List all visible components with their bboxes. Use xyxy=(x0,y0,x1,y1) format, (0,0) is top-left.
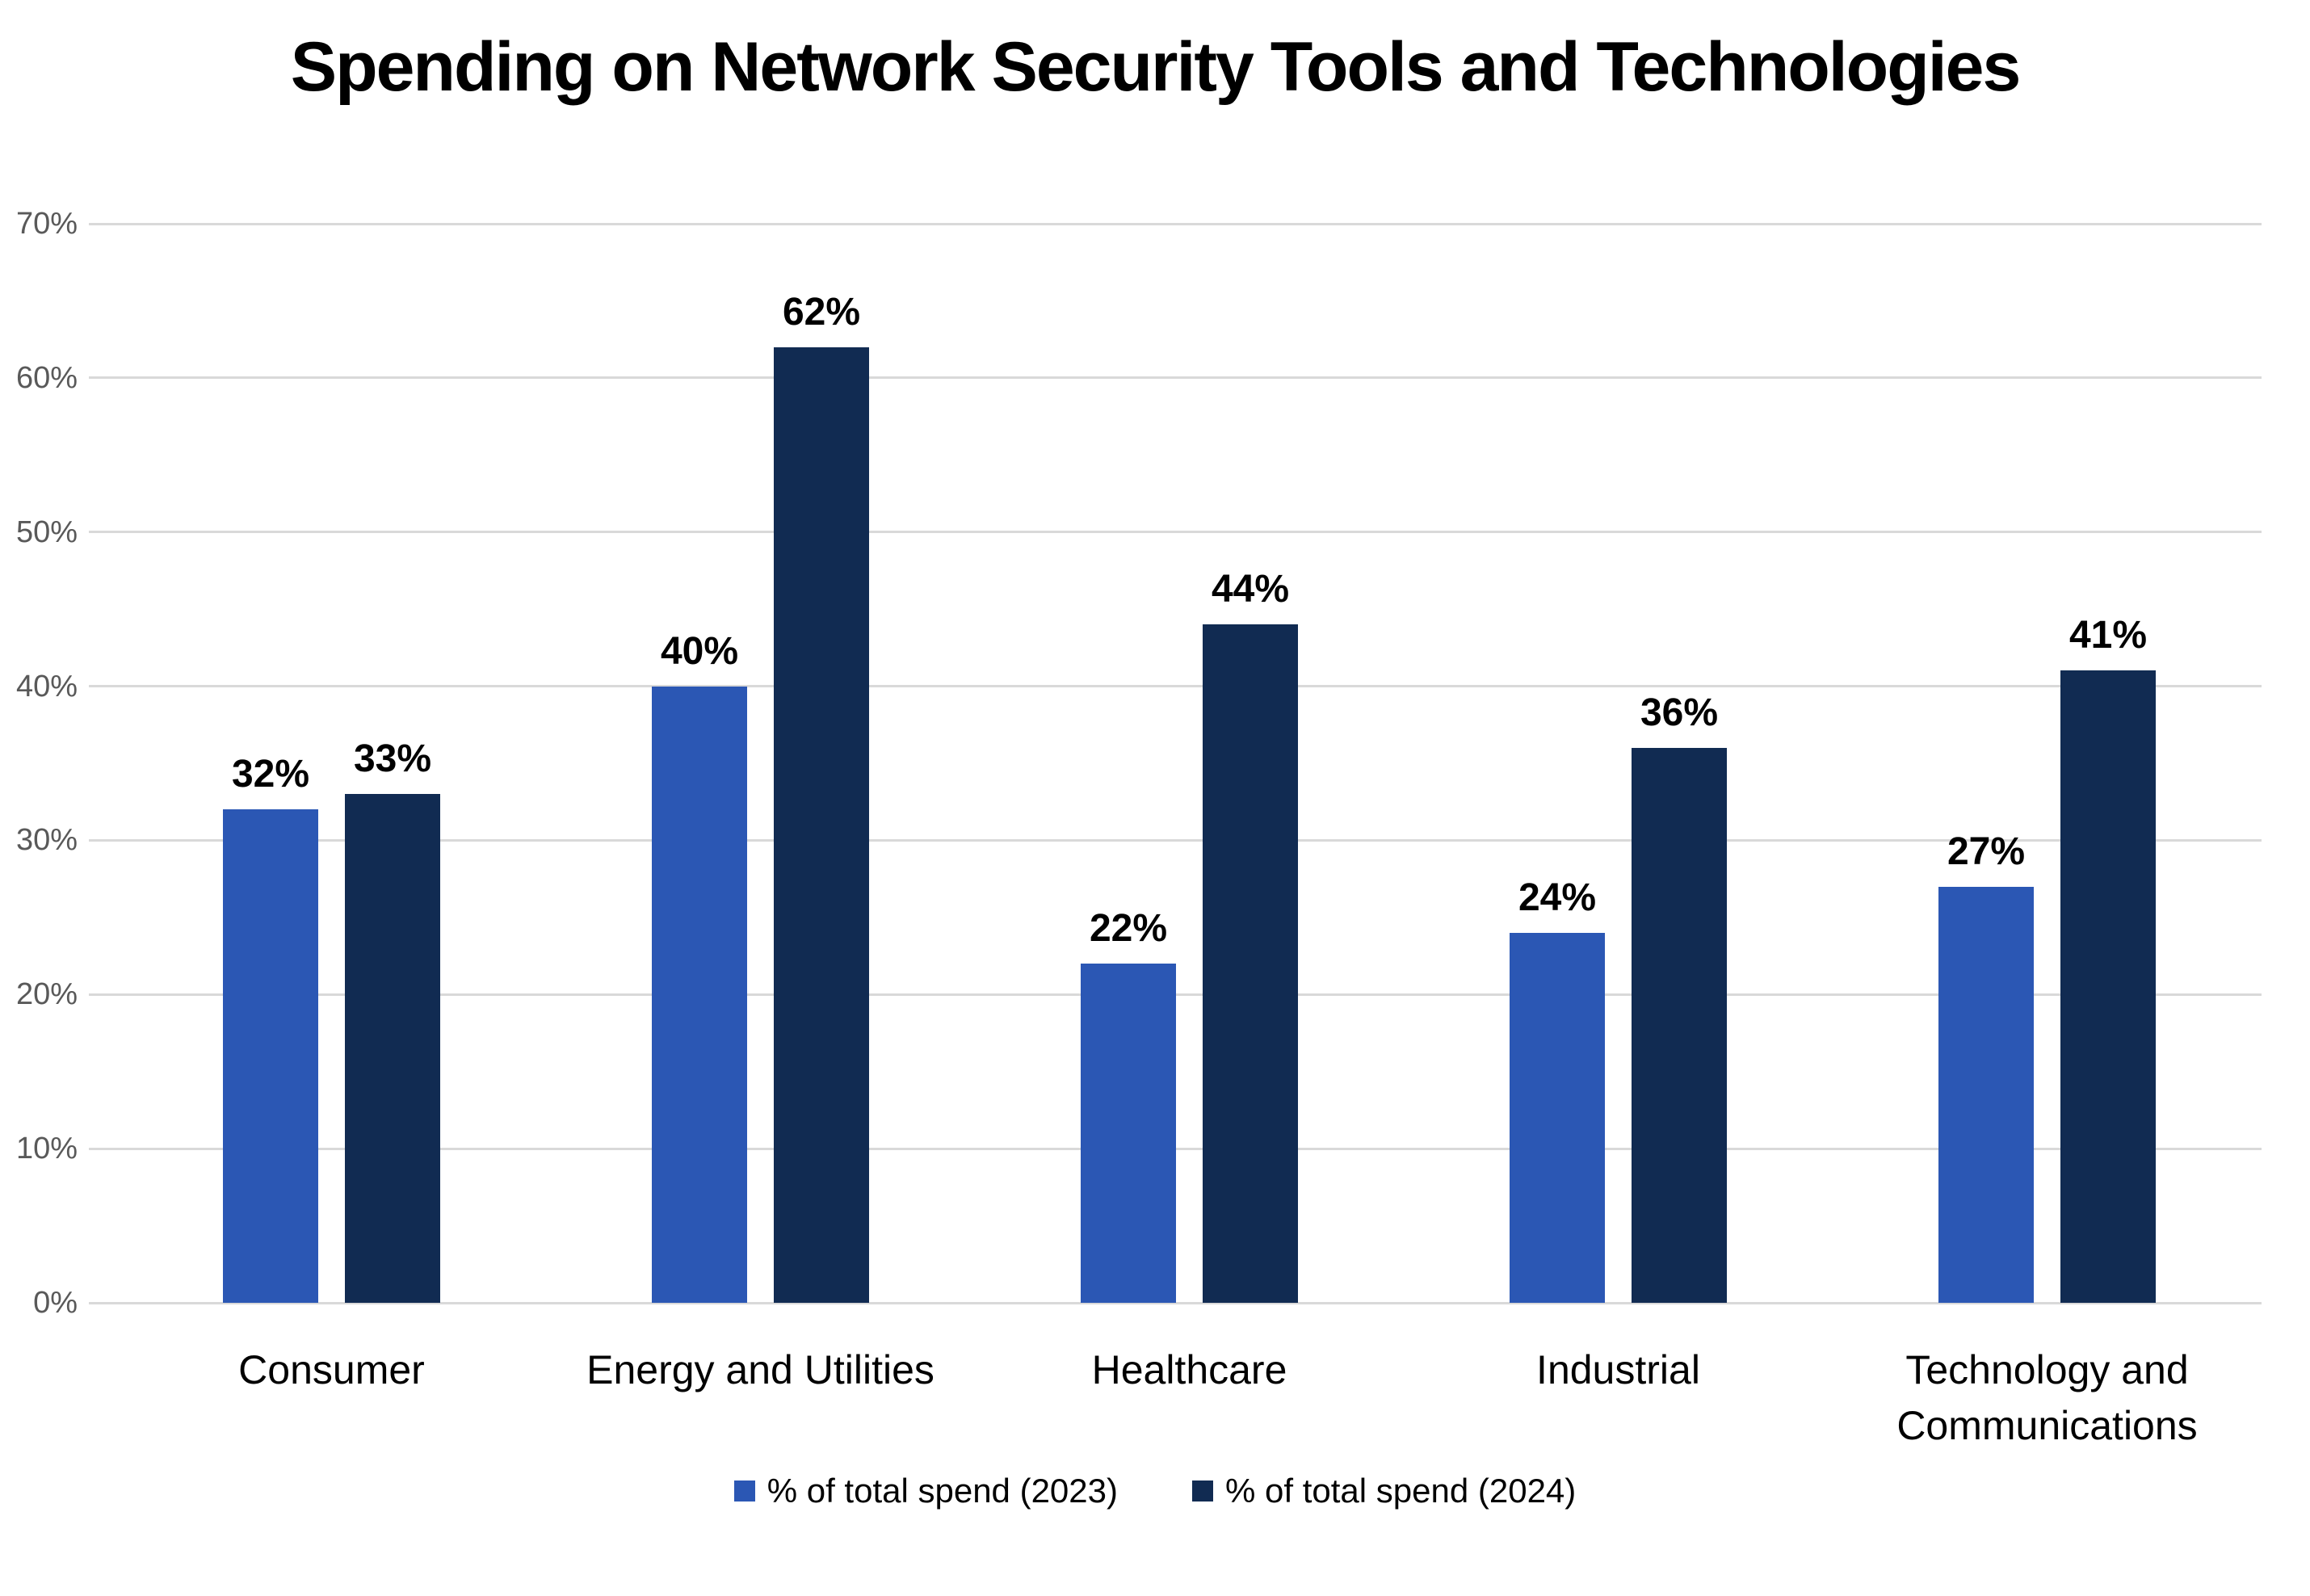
gridline xyxy=(89,376,2262,380)
x-axis-category-label-industrial: Industrial xyxy=(1536,1347,1700,1392)
legend-item-2023: % of total spend (2023) xyxy=(733,1472,1118,1510)
x-axis-category-label-healthcare: Healthcare xyxy=(1091,1347,1287,1392)
y-axis-tick-label: 10% xyxy=(15,1132,78,1166)
y-axis-tick-label: 30% xyxy=(15,823,78,858)
bar-2023-technology-and-communications xyxy=(1938,886,2034,1303)
gridline xyxy=(89,222,2262,225)
y-axis-tick-label: 40% xyxy=(15,669,78,704)
bar-value-label: 41% xyxy=(2068,614,2148,657)
bar-2024-industrial xyxy=(1632,747,1727,1303)
bar-2024-technology-and-communications xyxy=(2060,670,2156,1303)
bar-2024-healthcare xyxy=(1203,624,1298,1303)
bar-value-label: 33% xyxy=(353,737,432,781)
gridline xyxy=(89,531,2262,534)
bar-value-label: 40% xyxy=(660,629,739,673)
x-axis-category-label-technology-and-communications: Technology and Communications xyxy=(1896,1347,2198,1448)
legend-swatch-2023 xyxy=(733,1480,755,1502)
x-axis-category-label-energy-and-utilities: Energy and Utilities xyxy=(586,1347,934,1392)
bar-2023-industrial xyxy=(1510,932,1605,1303)
legend: % of total spend (2023) % of total spend … xyxy=(0,1472,2310,1510)
y-axis-tick-label: 50% xyxy=(15,514,78,549)
legend-label-2023: % of total spend (2023) xyxy=(766,1472,1118,1510)
bar-2023-energy-and-utilities xyxy=(652,686,747,1303)
legend-swatch-2024 xyxy=(1192,1480,1213,1502)
y-axis-tick-label: 60% xyxy=(15,360,78,395)
bar-value-label: 24% xyxy=(1518,876,1597,919)
chart-title: Spending on Network Security Tools and T… xyxy=(290,28,2022,106)
bar-2024-consumer xyxy=(345,794,440,1303)
bar-value-label: 22% xyxy=(1089,907,1168,951)
x-axis-category-label-consumer: Consumer xyxy=(238,1347,425,1392)
bar-value-label: 27% xyxy=(1947,830,2026,873)
gridline xyxy=(89,685,2262,688)
bar-2024-energy-and-utilities xyxy=(774,346,869,1303)
bar-value-label: 32% xyxy=(231,753,310,796)
bar-value-label: 36% xyxy=(1640,691,1719,734)
gridline xyxy=(89,838,2262,842)
y-axis-tick-label: 70% xyxy=(15,207,78,241)
legend-item-2024: % of total spend (2024) xyxy=(1192,1472,1576,1510)
y-axis-tick-label: 0% xyxy=(33,1286,78,1320)
bar-2023-healthcare xyxy=(1081,964,1176,1303)
bar-value-label: 62% xyxy=(782,290,861,334)
legend-label-2024: % of total spend (2024) xyxy=(1225,1472,1577,1510)
bar-value-label: 44% xyxy=(1211,568,1290,611)
bar-2023-consumer xyxy=(223,809,318,1303)
gridline xyxy=(89,1301,2262,1304)
y-axis-tick-label: 20% xyxy=(15,977,78,1012)
